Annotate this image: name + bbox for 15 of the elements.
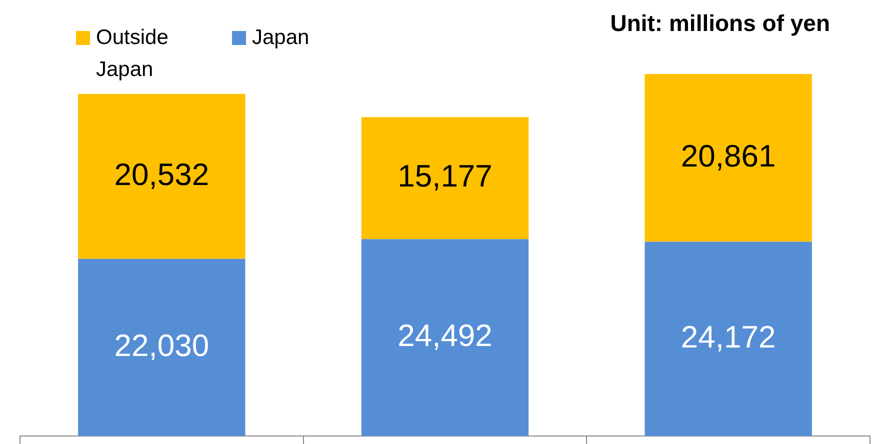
legend-label: Outside Japan: [96, 25, 170, 83]
data-label: 15,177: [398, 158, 492, 194]
legend-label: Japan: [252, 25, 310, 51]
data-label: 24,492: [398, 318, 492, 354]
bar: [78, 94, 246, 259]
bar: [644, 242, 812, 436]
data-label: 24,172: [680, 319, 776, 354]
data-label: 20,532: [114, 156, 210, 192]
bar: [78, 258, 246, 436]
data-label: 20,861: [680, 138, 776, 174]
bar: [361, 117, 529, 240]
bar: [644, 74, 812, 242]
text: Unit: millions of yen: [610, 10, 830, 37]
bar: [361, 239, 529, 436]
data-label: 22,030: [114, 328, 210, 363]
